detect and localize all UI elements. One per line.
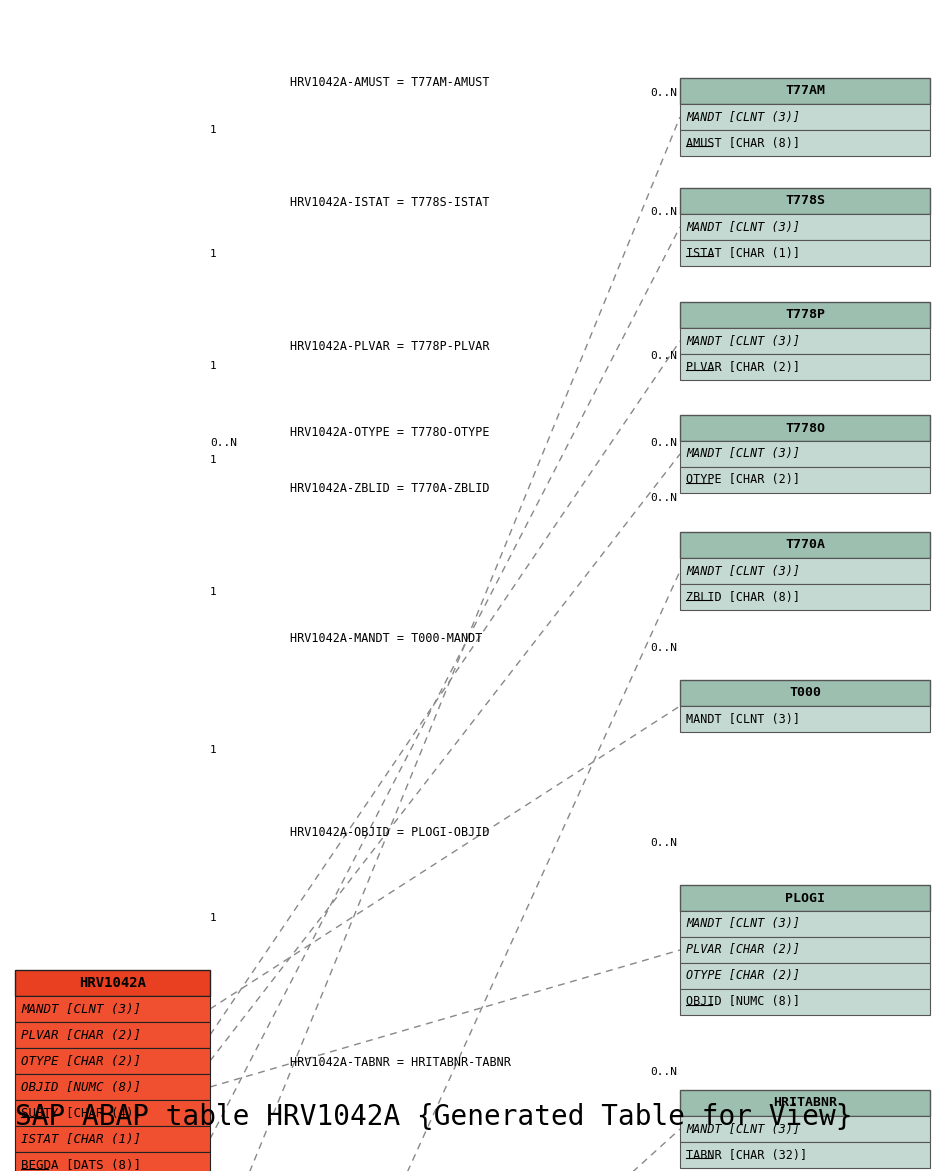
- Bar: [15, 1127, 210, 1152]
- Bar: [15, 1100, 210, 1127]
- Bar: [15, 1074, 210, 1100]
- Text: MANDT [CLNT (3)]: MANDT [CLNT (3)]: [686, 712, 800, 726]
- Text: AMUST [CHAR (8)]: AMUST [CHAR (8)]: [686, 137, 800, 150]
- Bar: [680, 130, 930, 156]
- Text: 0..N: 0..N: [650, 351, 677, 361]
- Bar: [680, 189, 930, 214]
- Bar: [680, 989, 930, 1015]
- Text: T77AM: T77AM: [785, 84, 825, 97]
- Text: 0..N: 0..N: [650, 643, 677, 653]
- Text: ISTAT [CHAR (1)]: ISTAT [CHAR (1)]: [686, 247, 800, 260]
- Text: 1: 1: [210, 587, 217, 597]
- Bar: [680, 354, 930, 381]
- Text: 1: 1: [210, 249, 217, 259]
- Text: HRV1042A-PLVAR = T778P-PLVAR: HRV1042A-PLVAR = T778P-PLVAR: [290, 340, 489, 352]
- Text: T778O: T778O: [785, 422, 825, 434]
- Text: BEGDA [DATS (8)]: BEGDA [DATS (8)]: [21, 1158, 141, 1171]
- Bar: [680, 885, 930, 911]
- Text: OBJID [NUMC (8)]: OBJID [NUMC (8)]: [21, 1081, 141, 1094]
- Bar: [680, 240, 930, 266]
- Text: OBJID [NUMC (8)]: OBJID [NUMC (8)]: [686, 995, 800, 1008]
- Bar: [680, 559, 930, 584]
- Text: HRV1042A-TABNR = HRITABNR-TABNR: HRV1042A-TABNR = HRITABNR-TABNR: [290, 1055, 511, 1068]
- Text: HRV1042A-OBJID = PLOGI-OBJID: HRV1042A-OBJID = PLOGI-OBJID: [290, 826, 489, 838]
- Bar: [15, 1048, 210, 1074]
- Bar: [15, 997, 210, 1022]
- Text: 1: 1: [210, 456, 217, 465]
- Text: T778P: T778P: [785, 308, 825, 322]
- Bar: [680, 328, 930, 354]
- Text: T000: T000: [789, 686, 821, 699]
- Bar: [15, 1022, 210, 1048]
- Bar: [680, 302, 930, 328]
- Text: ISTAT [CHAR (1)]: ISTAT [CHAR (1)]: [21, 1132, 141, 1145]
- Bar: [680, 706, 930, 732]
- Bar: [680, 467, 930, 493]
- Text: 1: 1: [210, 125, 217, 135]
- Text: OTYPE [CHAR (2)]: OTYPE [CHAR (2)]: [686, 970, 800, 982]
- Text: 0..N: 0..N: [650, 1067, 677, 1077]
- Bar: [680, 532, 930, 559]
- Text: MANDT [CLNT (3)]: MANDT [CLNT (3)]: [686, 447, 800, 460]
- Text: TABNR [CHAR (32)]: TABNR [CHAR (32)]: [686, 1149, 808, 1162]
- Bar: [680, 1090, 930, 1116]
- Bar: [680, 584, 930, 610]
- Text: PLVAR [CHAR (2)]: PLVAR [CHAR (2)]: [686, 361, 800, 374]
- Bar: [680, 1142, 930, 1167]
- Text: HRV1042A-ZBLID = T770A-ZBLID: HRV1042A-ZBLID = T770A-ZBLID: [290, 481, 489, 494]
- Bar: [680, 963, 930, 989]
- Bar: [680, 680, 930, 706]
- Text: SUBTY [CHAR (4)]: SUBTY [CHAR (4)]: [21, 1107, 141, 1119]
- Text: MANDT [CLNT (3)]: MANDT [CLNT (3)]: [686, 110, 800, 123]
- Text: MANDT [CLNT (3)]: MANDT [CLNT (3)]: [686, 564, 800, 577]
- Bar: [680, 415, 930, 441]
- Bar: [680, 937, 930, 963]
- Bar: [680, 441, 930, 467]
- Text: HRV1042A-MANDT = T000-MANDT: HRV1042A-MANDT = T000-MANDT: [290, 631, 483, 644]
- Text: 0..N: 0..N: [650, 88, 677, 98]
- Text: HRV1042A-OTYPE = T778O-OTYPE: HRV1042A-OTYPE = T778O-OTYPE: [290, 425, 489, 438]
- Text: HRV1042A: HRV1042A: [79, 975, 146, 989]
- Text: HRITABNR: HRITABNR: [773, 1096, 837, 1109]
- Text: 0..N: 0..N: [650, 438, 677, 448]
- Text: MANDT [CLNT (3)]: MANDT [CLNT (3)]: [686, 220, 800, 233]
- Text: 0..N: 0..N: [650, 207, 677, 217]
- Text: 0..N: 0..N: [210, 438, 237, 448]
- Text: HRV1042A-ISTAT = T778S-ISTAT: HRV1042A-ISTAT = T778S-ISTAT: [290, 196, 489, 208]
- Text: T770A: T770A: [785, 539, 825, 552]
- Text: 1: 1: [210, 361, 217, 371]
- Text: HRV1042A-AMUST = T77AM-AMUST: HRV1042A-AMUST = T77AM-AMUST: [290, 76, 489, 89]
- Text: MANDT [CLNT (3)]: MANDT [CLNT (3)]: [686, 1123, 800, 1136]
- Text: PLVAR [CHAR (2)]: PLVAR [CHAR (2)]: [686, 944, 800, 957]
- Text: 0..N: 0..N: [650, 838, 677, 848]
- Text: PLOGI: PLOGI: [785, 891, 825, 904]
- Text: OTYPE [CHAR (2)]: OTYPE [CHAR (2)]: [686, 473, 800, 486]
- Bar: [680, 911, 930, 937]
- Text: SAP ABAP table HRV1042A {Generated Table for View}: SAP ABAP table HRV1042A {Generated Table…: [15, 1103, 853, 1131]
- Bar: [15, 970, 210, 997]
- Text: OTYPE [CHAR (2)]: OTYPE [CHAR (2)]: [21, 1055, 141, 1068]
- Text: ZBLID [CHAR (8)]: ZBLID [CHAR (8)]: [686, 590, 800, 603]
- Text: T778S: T778S: [785, 194, 825, 207]
- Text: MANDT [CLNT (3)]: MANDT [CLNT (3)]: [686, 335, 800, 348]
- Bar: [680, 104, 930, 130]
- Text: PLVAR [CHAR (2)]: PLVAR [CHAR (2)]: [21, 1028, 141, 1041]
- Bar: [680, 78, 930, 104]
- Text: 1: 1: [210, 745, 217, 755]
- Text: MANDT [CLNT (3)]: MANDT [CLNT (3)]: [21, 1002, 141, 1015]
- Text: 1: 1: [210, 913, 217, 923]
- Bar: [15, 1152, 210, 1171]
- Text: MANDT [CLNT (3)]: MANDT [CLNT (3)]: [686, 918, 800, 931]
- Bar: [680, 1116, 930, 1142]
- Text: 0..N: 0..N: [650, 493, 677, 504]
- Bar: [680, 214, 930, 240]
